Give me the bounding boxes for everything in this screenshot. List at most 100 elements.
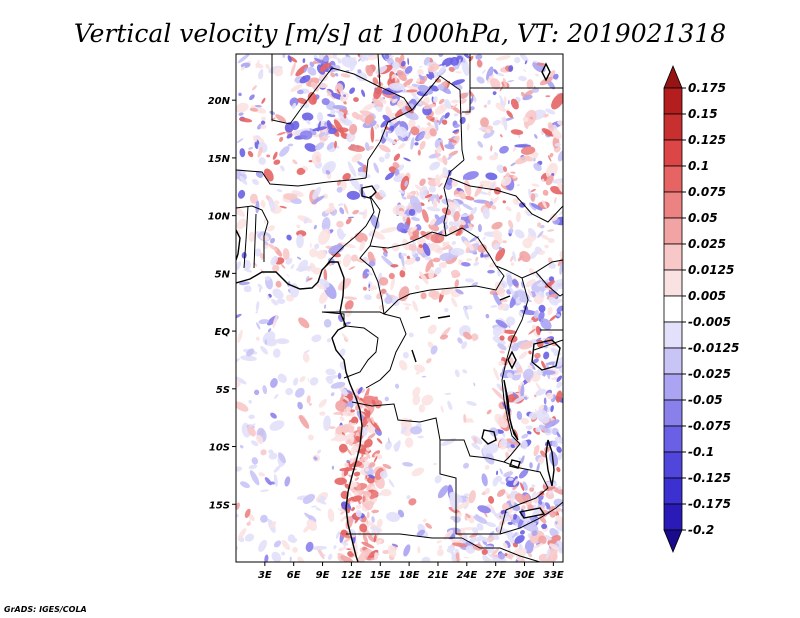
colorbar-box bbox=[663, 373, 683, 401]
colorbar-label: -0.1 bbox=[688, 445, 714, 459]
lake-volta bbox=[236, 229, 241, 261]
colorbar-box bbox=[663, 165, 683, 193]
border-uganda-kenya bbox=[535, 271, 563, 297]
lat-tick-label: 10N bbox=[208, 212, 231, 223]
lake-kivu bbox=[507, 350, 517, 370]
colorbar-box bbox=[663, 139, 683, 167]
grads-credit: GrADS: IGES/COLA bbox=[4, 605, 87, 614]
border-zambia-zimbabwe bbox=[499, 501, 563, 535]
border-burkina-benin bbox=[236, 205, 269, 262]
border-gabon-congo bbox=[343, 325, 379, 379]
border-angola-namibia bbox=[346, 533, 462, 539]
lon-tick-label: 27E bbox=[485, 570, 506, 581]
lon-tick-label: 12E bbox=[341, 570, 362, 581]
country-borders bbox=[236, 54, 563, 562]
colorbar-box bbox=[663, 295, 683, 323]
border-libya-egypt bbox=[377, 54, 471, 113]
lake-turkana bbox=[541, 62, 551, 82]
colorbar-box bbox=[663, 243, 683, 271]
border-cameroon-gabon bbox=[321, 311, 385, 326]
colorbar-box bbox=[663, 399, 683, 427]
colorbar-box bbox=[663, 321, 683, 349]
colorbar-label: 0.175 bbox=[688, 81, 726, 95]
colorbar-box bbox=[663, 191, 683, 219]
colorbar-box bbox=[663, 269, 683, 297]
lon-tick-label: 9E bbox=[316, 570, 330, 581]
colorbar-label: 0.125 bbox=[688, 133, 726, 147]
lake-tanganyika bbox=[503, 379, 519, 441]
lake-victoria bbox=[531, 339, 561, 371]
lake-malawi bbox=[545, 439, 555, 487]
border-niger-nigeria bbox=[236, 169, 367, 187]
colorbar-label: 0.05 bbox=[688, 211, 718, 225]
border-congo-drc bbox=[365, 313, 407, 389]
lake-bangweulu bbox=[509, 459, 521, 469]
border-mali-niger bbox=[271, 54, 301, 125]
lat-tick-label: 5S bbox=[216, 385, 230, 396]
colorbar-label: -0.005 bbox=[688, 315, 731, 329]
atlantic-coastline bbox=[236, 261, 363, 562]
lake-chad bbox=[361, 185, 377, 199]
colorbar-min-arrow bbox=[663, 529, 683, 554]
border-sudan-ss bbox=[449, 177, 563, 223]
border-namibia-botswana bbox=[461, 537, 541, 562]
lat-tick-label: 20N bbox=[208, 96, 231, 107]
border-cameroon-car bbox=[371, 267, 385, 315]
colorbar-label: -0.0125 bbox=[688, 341, 739, 355]
colorbar-label: -0.175 bbox=[688, 497, 731, 511]
colorbar-label: -0.025 bbox=[688, 367, 731, 381]
lat-tick-label: 5N bbox=[215, 269, 231, 280]
colorbar-label: -0.125 bbox=[688, 471, 731, 485]
colorbar-box bbox=[663, 347, 683, 375]
border-libya-chad bbox=[411, 75, 465, 161]
colorbar-box bbox=[663, 217, 683, 245]
lon-tick-label: 21E bbox=[428, 570, 449, 581]
lon-tick-label: 3E bbox=[258, 570, 272, 581]
lat-tick-label: 15S bbox=[209, 500, 230, 511]
latitude-axis: 20N 15N 10N 5N EQ 5S 10S 15S bbox=[208, 96, 236, 511]
border-chad-sudan bbox=[443, 159, 465, 237]
border-niger-chad bbox=[365, 109, 413, 179]
lat-tick-label: 15N bbox=[208, 154, 231, 165]
border-togo-benin bbox=[243, 205, 257, 269]
lon-tick-label: 6E bbox=[287, 570, 301, 581]
colorbar-label: 0.15 bbox=[688, 107, 718, 121]
lon-tick-label: 33E bbox=[543, 570, 564, 581]
colorbar-label: 0.075 bbox=[688, 185, 726, 199]
colorbar-label: 0.0125 bbox=[688, 263, 734, 277]
river-ubangi bbox=[411, 295, 511, 363]
border-chad-cameroon bbox=[359, 195, 381, 269]
border-drc-east bbox=[501, 277, 529, 463]
border-niger-libya bbox=[299, 67, 413, 111]
map-frame bbox=[235, 53, 564, 563]
border-chad-car bbox=[369, 231, 447, 249]
lat-tick-label: 10S bbox=[209, 443, 230, 454]
colorbar-label: -0.075 bbox=[688, 419, 731, 433]
colorbar-label: 0.025 bbox=[688, 237, 726, 251]
colorbar-box bbox=[663, 451, 683, 479]
lon-tick-label: 18E bbox=[399, 570, 420, 581]
border-car-sudan bbox=[445, 227, 563, 279]
border-angola-zambia bbox=[439, 440, 500, 535]
lake-mweru bbox=[481, 429, 497, 445]
lon-tick-label: 15E bbox=[370, 570, 391, 581]
colorbar-box bbox=[663, 113, 683, 141]
lake-kariba bbox=[518, 507, 546, 519]
border-car-drc bbox=[383, 265, 505, 315]
border-nigeria-cameroon bbox=[323, 195, 375, 269]
border-zambia-east bbox=[499, 461, 549, 535]
velocity-shading-field bbox=[236, 54, 563, 562]
colorbar-max-arrow bbox=[663, 64, 683, 89]
colorbar-label: 0.005 bbox=[688, 289, 726, 303]
colorbar-label: -0.2 bbox=[688, 523, 714, 537]
map-title: Vertical velocity [m/s] at 1000hPa, VT: … bbox=[74, 19, 726, 48]
colorbar-label: -0.05 bbox=[688, 393, 723, 407]
border-drc-angola bbox=[351, 401, 505, 463]
longitude-axis: 3E 6E 9E 12E 15E 18E 21E 24E 27E 30E 33E bbox=[258, 562, 564, 581]
colorbar-box bbox=[663, 425, 683, 453]
colorbar-box bbox=[663, 503, 683, 531]
lon-tick-label: 24E bbox=[456, 570, 477, 581]
colorbar-label: 0.1 bbox=[688, 159, 709, 173]
lat-tick-label: EQ bbox=[215, 327, 231, 338]
